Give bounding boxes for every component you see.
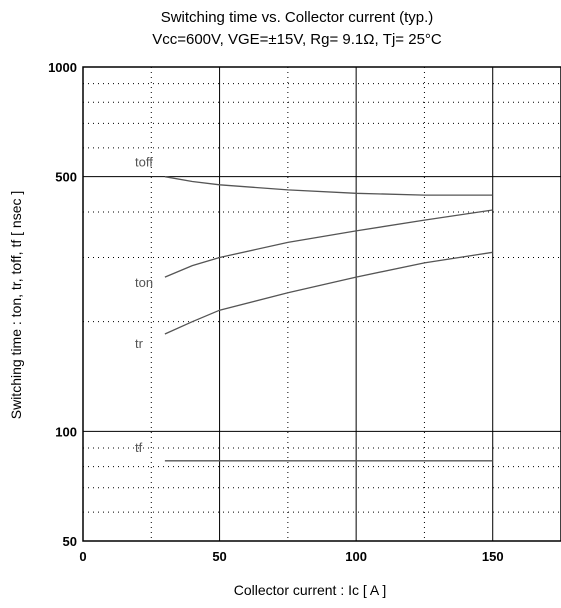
curves: toff ton tr tf bbox=[135, 155, 493, 462]
x-tick-label: 100 bbox=[345, 549, 367, 564]
series-toff-line bbox=[164, 176, 493, 196]
y-tick-label: 500 bbox=[55, 170, 77, 185]
y-axis-label: Switching time : ton, tr, toff, tf [ nse… bbox=[8, 191, 24, 420]
x-tick-labels: 0 50 100 150 bbox=[79, 549, 503, 564]
x-tick-label: 0 bbox=[79, 549, 86, 564]
series-ton-label: ton bbox=[135, 275, 153, 290]
series-ton-line bbox=[164, 209, 493, 278]
x-tick-label: 150 bbox=[482, 549, 504, 564]
y-tick-label: 1000 bbox=[48, 60, 77, 75]
x-tick-label: 50 bbox=[212, 549, 226, 564]
plot-frame bbox=[82, 66, 561, 542]
x-axis-label: Collector current : Ic [ A ] bbox=[234, 582, 387, 598]
chart-subtitle: Vcc=600V, VGE=±15V, Rg= 9.1Ω, Tj= 25°C bbox=[152, 31, 442, 48]
y-tick-label: 50 bbox=[63, 534, 77, 549]
y-tick-label: 100 bbox=[55, 424, 77, 439]
grid bbox=[83, 67, 561, 541]
series-tr-label: tr bbox=[135, 336, 144, 351]
series-tf-label: tf bbox=[135, 440, 143, 455]
y-tick-labels: 50 100 500 1000 bbox=[48, 60, 77, 549]
series-toff-label: toff bbox=[135, 155, 153, 170]
series-tr-line bbox=[164, 251, 493, 335]
chart-title: Switching time vs. Collector current (ty… bbox=[161, 9, 434, 26]
